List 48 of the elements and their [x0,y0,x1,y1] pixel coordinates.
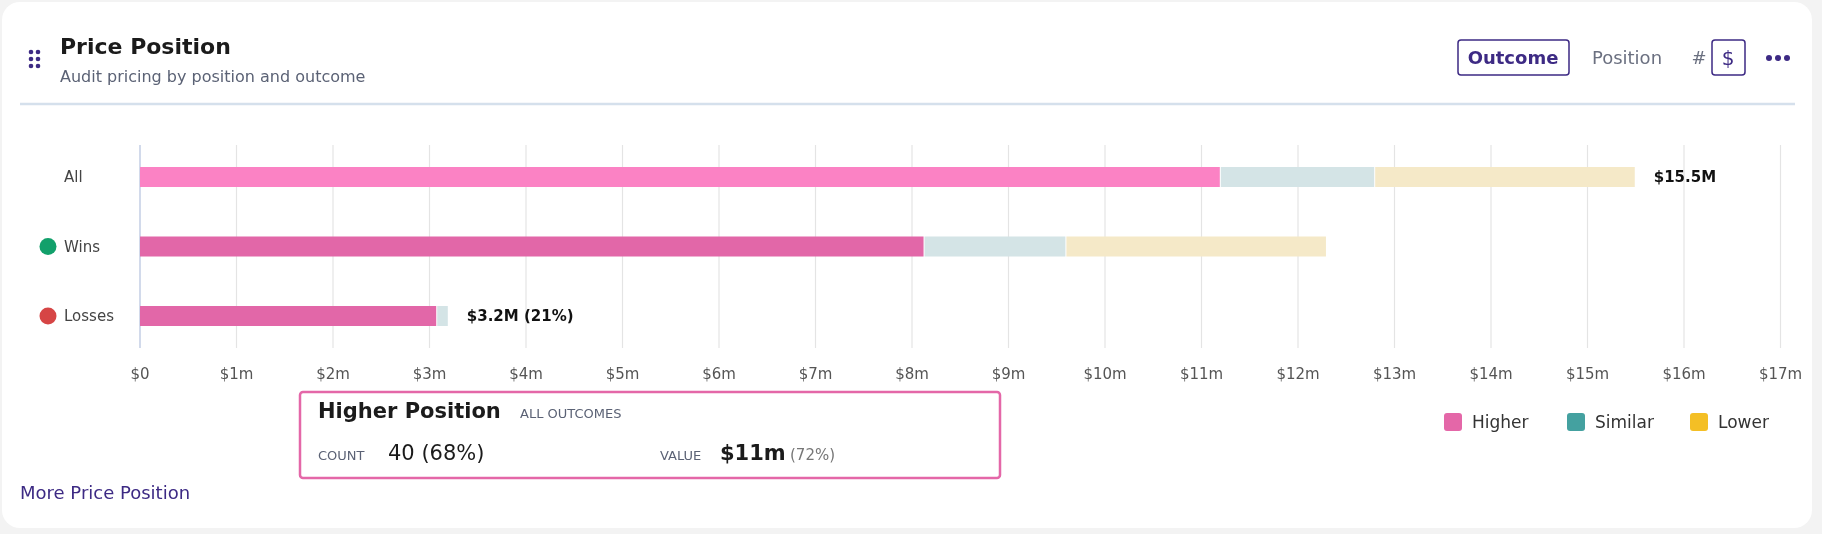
text: $11m [720,441,786,465]
bar [140,306,437,326]
text: COUNT [318,448,365,463]
bar [140,167,1220,187]
total-label: $15.5M [1653,168,1717,187]
y-tick-label: Wins [64,237,101,256]
text: VALUE [660,448,702,463]
x-tick-label: $7m [798,365,833,384]
text: Lower [1718,411,1769,432]
text: (72%) [790,446,836,464]
text: Outcome [1467,47,1559,69]
text: Higher Position [318,399,501,423]
text: Position [1591,47,1663,69]
bar [1220,167,1375,187]
x-tick-label: $6m [702,365,736,384]
y-tick-label: Losses [64,307,115,326]
x-tick-label: $14m [1469,365,1513,384]
text: Similar [1595,411,1654,432]
bar [140,236,924,257]
x-tick-label: $9m [991,365,1026,384]
text: ALL OUTCOMES [520,406,622,421]
x-tick-label: $13m [1372,365,1417,384]
text: 40 (68%) [388,441,485,465]
bar [1375,167,1635,187]
total-label: $3.2M (21%) [466,307,574,326]
x-tick-label: $1m [219,365,254,384]
x-tick-label: $2m [316,365,350,384]
x-tick-label: $17m [1758,365,1803,384]
chart-subtitle: Audit pricing by position and outcome [60,67,366,86]
x-tick-label: $4m [509,365,543,384]
x-tick-label: $12m [1276,365,1320,384]
x-tick-label: $0 [130,365,150,384]
y-tick-label: All [64,168,83,187]
x-tick-label: $5m [605,365,640,384]
bar [1066,236,1326,257]
text: More Price Position [20,482,191,504]
chart-title: Price Position [60,34,231,59]
x-tick-label: $16m [1662,365,1706,384]
x-tick-label: $15m [1565,365,1610,384]
legend-label: Higher [1472,411,1529,432]
x-tick-label: $3m [412,365,447,384]
x-tick-label: $11m [1179,365,1224,384]
bar [924,236,1066,257]
bar [437,306,448,326]
text: # [1691,47,1707,69]
text: $ [1721,46,1735,70]
x-tick-label: $10m [1083,365,1127,384]
x-tick-label: $8m [895,365,929,384]
